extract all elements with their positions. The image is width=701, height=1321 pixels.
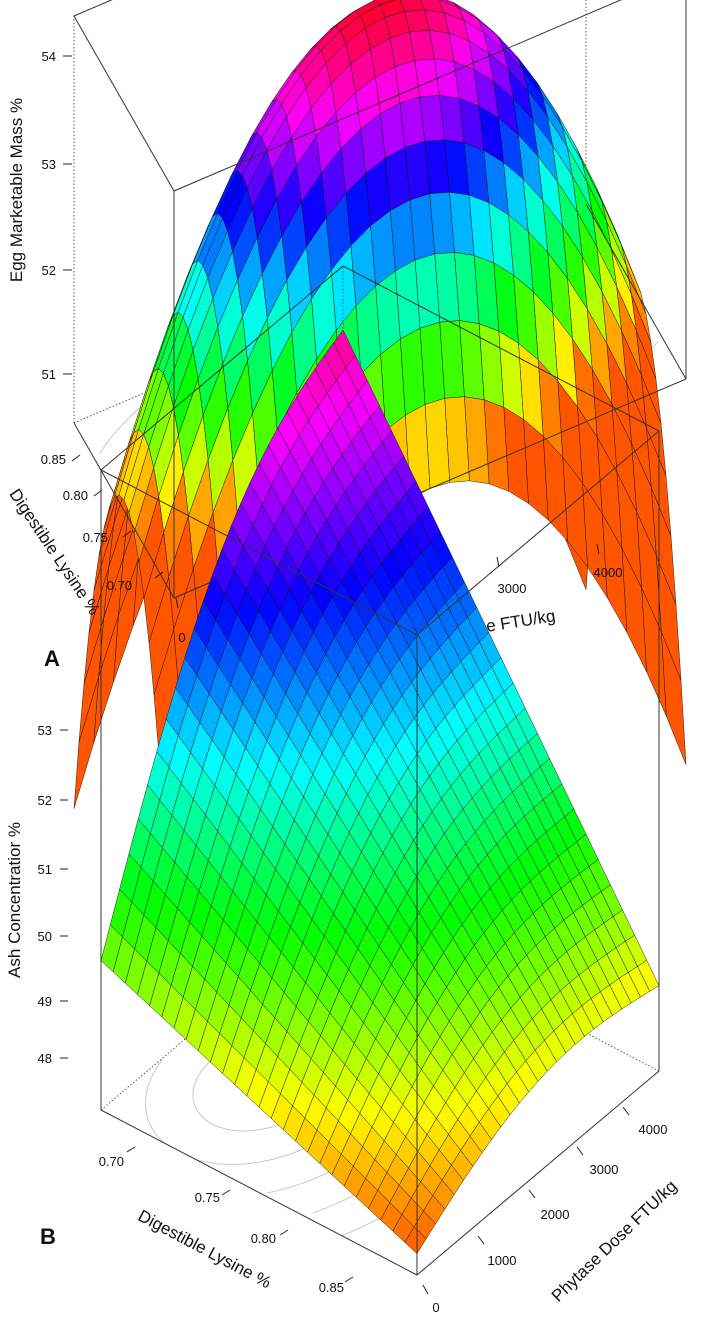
panel-a-y-tick-mark — [154, 571, 164, 579]
panel-a-x-tick-label: 4000 — [594, 565, 623, 580]
panel-b-y-axis-title: Digestible Lysine % — [135, 1206, 274, 1292]
panel-b-z-axis-title: Ash Concentratior % — [5, 822, 24, 978]
panel-b-z-tick-label: 50 — [38, 929, 52, 944]
panel-a-y-tick-mark — [122, 530, 132, 538]
panel-b-z-tick-label: 49 — [38, 994, 52, 1009]
box-edge — [173, 0, 622, 192]
box-edge — [100, 1109, 418, 1276]
panel-b-x-tick-label: 4000 — [639, 1122, 668, 1137]
panel-a-box-back — [73, 0, 587, 424]
panel-a-x-tick-label: 0 — [178, 630, 185, 645]
panel-a-z-tick-label: 53 — [42, 157, 56, 172]
panel-b-x-tick-label: 3000 — [590, 1162, 619, 1177]
panel-a-label: A — [44, 646, 60, 671]
panel-b-x-tick-mark — [528, 1189, 536, 1199]
box-edge — [416, 430, 660, 636]
box-edge — [416, 1070, 660, 1276]
panel-b-surface — [100, 329, 660, 1254]
box-edge — [73, 15, 175, 192]
panel-b-y-tick-label: 0.80 — [251, 1231, 276, 1246]
box-edge — [100, 265, 344, 471]
panel-a-x-tick-label: 3000 — [498, 581, 527, 596]
panel-b-x-tick-mark — [622, 1106, 630, 1116]
panel-b-box-front — [100, 265, 660, 1276]
panel-b-z-tick-label: 53 — [38, 723, 52, 738]
panel-b-x-tick-label: 0 — [432, 1300, 439, 1315]
panel-b-z-tick-label: 48 — [38, 1051, 52, 1066]
panel-a-z-axis-title: Egg Marketable Mass % — [7, 98, 26, 282]
panel-a-y-tick-label: 0.80 — [63, 488, 88, 503]
panel-b-y-tick-mark — [279, 1229, 289, 1236]
box-edge — [73, 422, 175, 599]
panel-a-y-tick-label: 0.85 — [41, 452, 66, 467]
panel-a-x-tick-mark — [596, 543, 600, 555]
panel-b-y-tick-mark — [344, 1276, 354, 1283]
panel-b-x-tick-label: 2000 — [541, 1207, 570, 1222]
panel-a-y-tick-label: 0.75 — [83, 530, 108, 545]
panel-a-z-tick-label: 52 — [42, 263, 56, 278]
panel-b-y-tick-label: 0.85 — [319, 1280, 344, 1295]
panel-a-y-tick-label: 0.70 — [107, 578, 132, 593]
panel-b-x-tick-mark — [422, 1284, 429, 1295]
panel-a-y-tick-mark — [71, 454, 81, 462]
panel-b-y-axis: 0.70 0.75 0.80 0.85 Digestible Lysine % — [99, 1146, 354, 1295]
panel-b-y-tick-mark — [221, 1189, 231, 1196]
surface-facet — [404, 1226, 427, 1254]
panel-b-y-tick-label: 0.70 — [99, 1154, 124, 1169]
panel-b-y-tick-mark — [126, 1146, 136, 1153]
box-edge — [342, 265, 660, 432]
panel-b-z-axis: 48 49 50 51 52 53 Ash Concentratior % — [5, 723, 68, 1066]
panel-a-z-axis: 51 52 53 54 Egg Marketable Mass % — [7, 49, 72, 382]
panel-a-x-tick-mark — [496, 556, 500, 568]
box-edge — [100, 469, 418, 636]
panel-b-z-tick-label: 51 — [38, 862, 52, 877]
panel-a-x-tick-mark — [175, 597, 179, 609]
panel-b-z-tick-label: 52 — [38, 793, 52, 808]
panel-b-label: B — [40, 1224, 56, 1249]
panel-b-y-tick-label: 0.75 — [195, 1190, 220, 1205]
panel-a-z-tick-label: 51 — [42, 367, 56, 382]
panel-b-x-tick-mark — [477, 1235, 485, 1245]
panel-b-x-tick-mark — [576, 1146, 584, 1156]
panel-b-x-axis-title: Phytase Dose FTU/kg — [548, 1176, 681, 1305]
panel-b-x-tick-label: 1000 — [488, 1253, 517, 1268]
box-edge — [73, 0, 113, 17]
box-edge — [585, 203, 687, 380]
panel-a-z-tick-label: 54 — [42, 49, 56, 64]
panel-a-y-axis-title: Digestible Lysine % — [5, 485, 103, 618]
